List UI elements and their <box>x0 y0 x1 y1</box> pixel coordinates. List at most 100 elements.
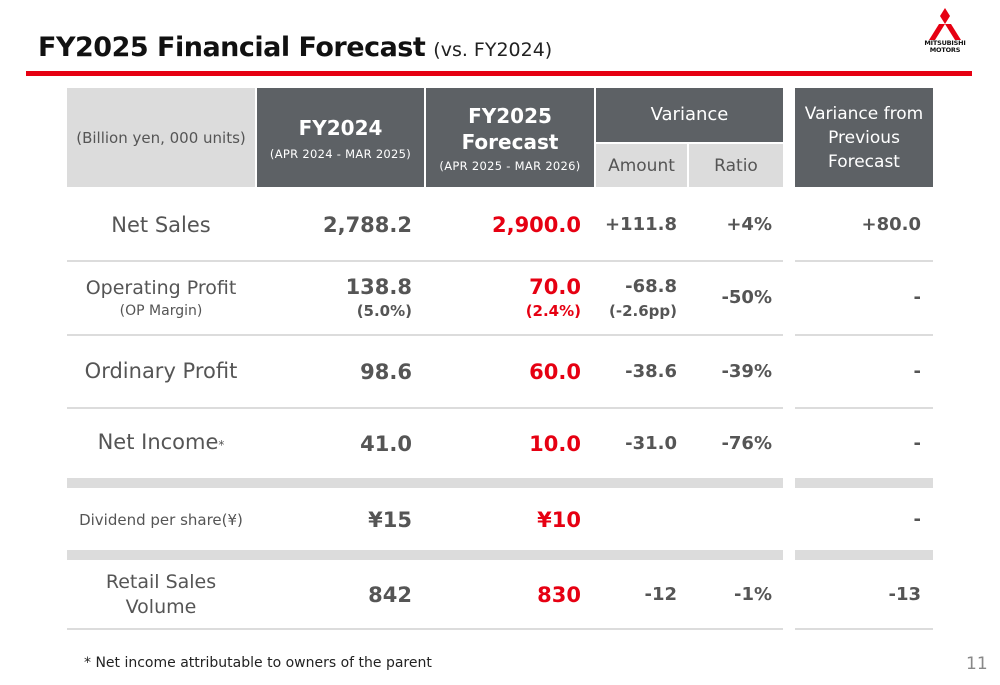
dividend-fy2024-value: ¥15 <box>368 508 412 532</box>
net-income-amount: -31.0 <box>596 409 677 478</box>
prev-line2: Previous <box>828 128 900 148</box>
ord-profit-label: Ordinary Profit <box>84 359 238 383</box>
row-net-income-label: Net Income* <box>67 409 255 478</box>
prev-line3: Forecast <box>828 152 900 172</box>
net-sales-ratio: +4% <box>689 190 772 260</box>
amount-label: Amount <box>608 155 675 176</box>
footnote: * Net income attributable to owners of t… <box>84 655 432 671</box>
net-sales-amount: +111.8 <box>596 190 677 260</box>
net-sales-fy2025: 2,900.0 <box>426 190 581 260</box>
row-ord-profit-label: Ordinary Profit <box>67 336 255 407</box>
op-margin-label: (OP Margin) <box>119 302 203 319</box>
ord-profit-prev: - <box>795 336 921 407</box>
net-income-fy2024: 41.0 <box>257 409 412 478</box>
fy2024-period: (APR 2024 - MAR 2025) <box>269 146 412 161</box>
retail-prev-value: -13 <box>888 584 921 605</box>
op-profit-ratio-value: -50% <box>721 287 772 308</box>
retail-amount-value: -12 <box>644 584 677 605</box>
net-income-amount-value: -31.0 <box>625 432 677 454</box>
row-separator <box>795 334 933 336</box>
ord-profit-ratio: -39% <box>689 336 772 407</box>
prev-line1: Variance from <box>804 104 924 124</box>
fy2025-label-line2: Forecast <box>461 129 559 154</box>
op-margin-fy2025-value: (2.4%) <box>525 302 581 320</box>
op-profit-fy2024: 138.8 (5.0%) <box>257 262 412 334</box>
op-profit-prev: - <box>795 262 921 334</box>
net-income-fy2024-value: 41.0 <box>360 431 412 456</box>
section-band <box>67 550 783 560</box>
net-income-footnote-mark: * <box>218 437 225 452</box>
row-net-sales-label: Net Sales <box>67 190 255 260</box>
units-label: (Billion yen, 000 units) <box>76 128 246 147</box>
net-income-label: Net Income <box>97 429 219 454</box>
net-sales-prev: +80.0 <box>795 190 922 260</box>
net-income-prev-value: - <box>913 432 921 454</box>
net-income-ratio: -76% <box>689 409 772 478</box>
row-separator <box>67 407 783 409</box>
retail-prev: -13 <box>795 562 921 628</box>
retail-fy2024: 842 <box>257 562 412 628</box>
header-amount: Amount <box>596 144 687 187</box>
op-profit-fy2025-value: 70.0 <box>529 275 581 299</box>
net-income-label-wrap: Net Income* <box>98 429 225 459</box>
net-sales-fy2025-value: 2,900.0 <box>491 213 581 237</box>
net-income-ratio-value: -76% <box>721 432 772 454</box>
title-sub: (vs. FY2024) <box>433 39 553 61</box>
ord-profit-fy2024: 98.6 <box>257 336 412 407</box>
title-main: FY2025 Financial Forecast <box>38 32 426 63</box>
op-profit-label: Operating Profit <box>85 276 237 299</box>
retail-ratio: -1% <box>689 562 772 628</box>
retail-fy2025-value: 830 <box>537 583 581 607</box>
ord-profit-fy2025-value: 60.0 <box>529 359 581 384</box>
retail-label-line2: Volume <box>125 596 197 618</box>
net-sales-fy2024-value: 2,788.2 <box>322 213 412 237</box>
net-sales-ratio-value: +4% <box>726 214 772 235</box>
retail-fy2025: 830 <box>426 562 581 628</box>
row-separator <box>67 334 783 336</box>
ord-profit-prev-value: - <box>913 360 921 382</box>
header-fy2025: FY2025 Forecast (APR 2025 - MAR 2026) <box>426 88 594 187</box>
row-op-profit-label: Operating Profit (OP Margin) <box>67 262 255 334</box>
header-units: (Billion yen, 000 units) <box>67 88 255 187</box>
dividend-fy2025-value: ¥10 <box>537 508 581 532</box>
row-separator <box>67 628 783 630</box>
section-band <box>795 550 933 560</box>
fy2024-label: FY2024 <box>298 115 383 140</box>
ord-profit-ratio-value: -39% <box>721 360 772 382</box>
fy2025-period: (APR 2025 - MAR 2026) <box>439 158 581 173</box>
op-profit-amount: -68.8 (-2.6pp) <box>596 262 677 334</box>
op-profit-ratio: -50% <box>689 262 772 334</box>
row-separator <box>795 628 933 630</box>
dividend-fy2024: ¥15 <box>257 490 412 550</box>
retail-ratio-value: -1% <box>733 584 772 605</box>
op-profit-prev-value: - <box>913 287 921 308</box>
net-sales-label: Net Sales <box>111 212 211 237</box>
dividend-prev: - <box>795 490 921 550</box>
retail-label-line1: Retail Sales <box>105 571 217 593</box>
header-fy2024: FY2024 (APR 2024 - MAR 2025) <box>257 88 424 187</box>
header-variance: Variance <box>596 88 783 142</box>
op-margin-fy2024-value: (5.0%) <box>356 302 412 320</box>
net-income-fy2025: 10.0 <box>426 409 581 478</box>
logo-text-line2: MOTORS <box>929 46 961 54</box>
logo-text-line1: MITSUBISHI <box>924 39 966 47</box>
row-retail-label: Retail Sales Volume <box>67 562 255 628</box>
page-number: 11 <box>966 654 988 674</box>
net-sales-prev-value: +80.0 <box>861 214 922 235</box>
ord-profit-amount: -38.6 <box>596 336 677 407</box>
row-separator <box>795 260 933 262</box>
page-title: FY2025 Financial Forecast (vs. FY2024) <box>38 32 552 63</box>
net-income-fy2025-value: 10.0 <box>529 431 581 456</box>
section-band <box>67 478 783 488</box>
op-profit-amount-value: -68.8 <box>625 276 677 297</box>
header-prev-forecast: Variance from Previous Forecast <box>795 88 933 187</box>
ratio-label: Ratio <box>714 155 758 176</box>
net-sales-amount-value: +111.8 <box>604 214 677 235</box>
retail-fy2024-value: 842 <box>368 583 412 607</box>
op-margin-amount-value: (-2.6pp) <box>609 302 677 320</box>
mitsubishi-motors-logo: MITSUBISHI MOTORS <box>920 8 970 62</box>
op-profit-fy2025: 70.0 (2.4%) <box>426 262 581 334</box>
ord-profit-fy2024-value: 98.6 <box>360 359 412 384</box>
dividend-label: Dividend per share(¥) <box>79 511 243 529</box>
three-diamonds-icon <box>929 8 961 40</box>
